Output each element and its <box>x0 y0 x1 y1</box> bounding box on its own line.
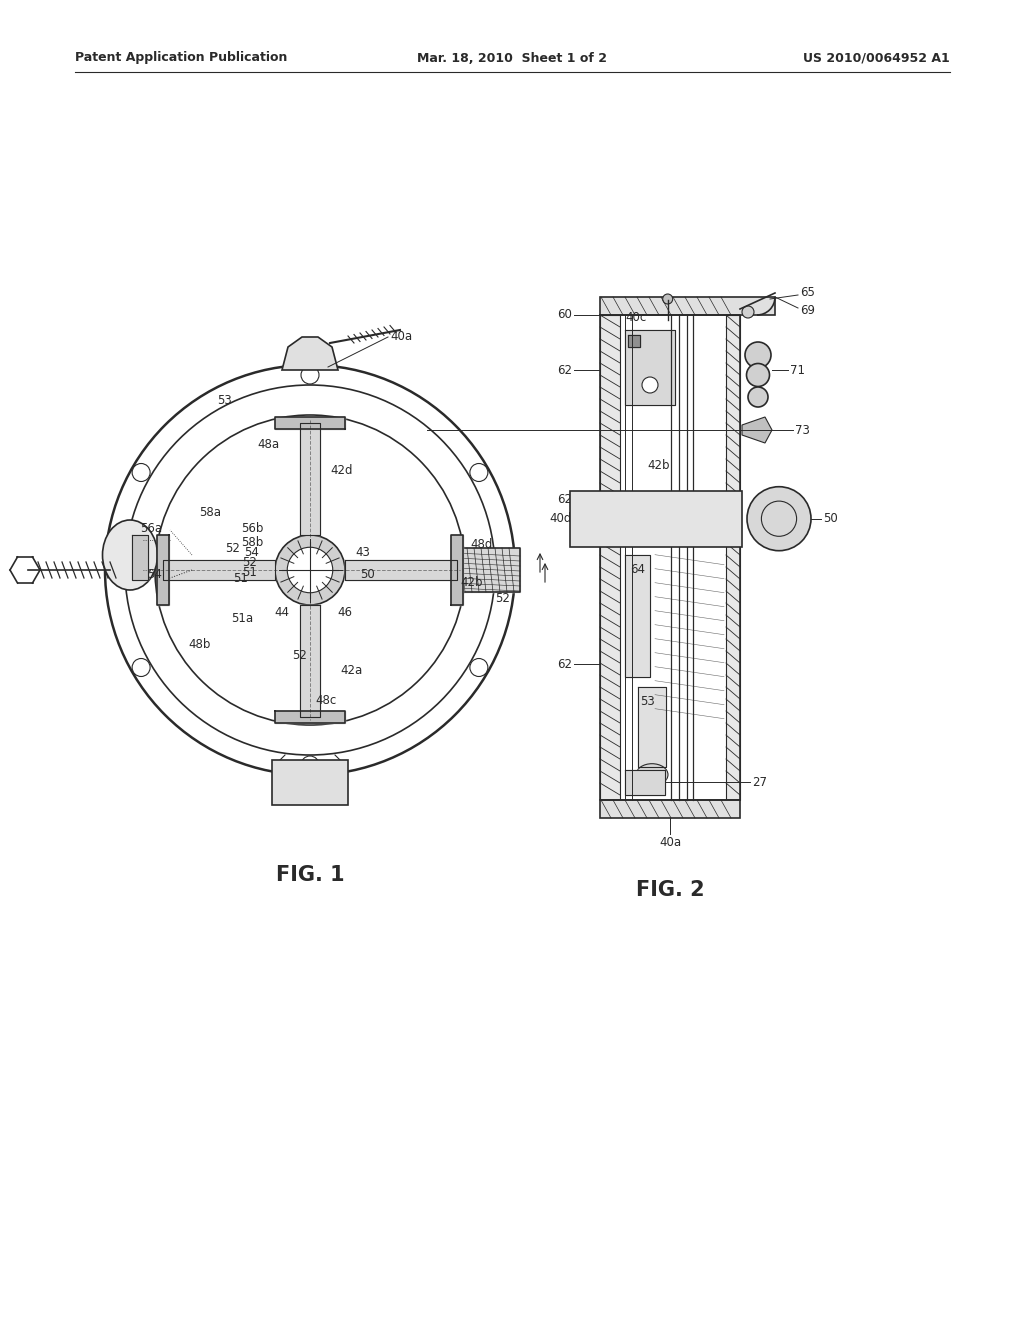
Circle shape <box>132 463 151 482</box>
Polygon shape <box>625 330 675 405</box>
Polygon shape <box>157 535 169 605</box>
Text: 46: 46 <box>338 606 352 619</box>
Circle shape <box>745 342 771 368</box>
Text: 65: 65 <box>800 286 815 300</box>
Ellipse shape <box>102 520 158 590</box>
Polygon shape <box>451 535 463 605</box>
Bar <box>726 315 740 800</box>
Text: 27: 27 <box>752 776 767 788</box>
Circle shape <box>275 535 345 605</box>
Text: 40c: 40c <box>325 787 346 800</box>
Text: 40d: 40d <box>550 512 572 525</box>
Text: 56a: 56a <box>140 521 162 535</box>
Polygon shape <box>625 554 650 677</box>
Text: US 2010/0064952 A1: US 2010/0064952 A1 <box>803 51 950 65</box>
Bar <box>600 800 740 818</box>
Text: 52: 52 <box>495 591 510 605</box>
Text: 64: 64 <box>630 564 645 577</box>
Ellipse shape <box>636 764 668 785</box>
Text: 48b: 48b <box>188 639 211 652</box>
Polygon shape <box>638 686 666 767</box>
Circle shape <box>742 306 754 318</box>
Polygon shape <box>742 417 772 444</box>
Text: 54: 54 <box>245 545 259 558</box>
Text: 62: 62 <box>557 492 572 506</box>
Text: 73: 73 <box>795 424 810 437</box>
Text: 40c: 40c <box>625 312 646 323</box>
Circle shape <box>642 378 658 393</box>
Circle shape <box>470 659 487 676</box>
Text: 42a: 42a <box>340 664 362 677</box>
Text: 71: 71 <box>790 363 805 376</box>
Polygon shape <box>275 711 345 723</box>
Text: 44: 44 <box>274 606 290 619</box>
Text: 42b: 42b <box>647 459 670 471</box>
Text: 50: 50 <box>360 569 375 582</box>
Text: 51a: 51a <box>231 611 253 624</box>
Polygon shape <box>625 770 665 795</box>
Text: 62: 62 <box>557 657 572 671</box>
Text: 48d: 48d <box>470 539 493 552</box>
Polygon shape <box>628 335 640 347</box>
Polygon shape <box>455 548 520 591</box>
Polygon shape <box>132 535 148 579</box>
Polygon shape <box>163 560 275 579</box>
Text: 40a: 40a <box>658 836 681 849</box>
Polygon shape <box>275 417 345 429</box>
Text: 52: 52 <box>243 556 257 569</box>
Text: 51: 51 <box>243 566 257 579</box>
Text: 43: 43 <box>355 545 370 558</box>
Text: Patent Application Publication: Patent Application Publication <box>75 51 288 65</box>
Text: 62: 62 <box>557 363 572 376</box>
Circle shape <box>301 756 319 774</box>
Text: 56b: 56b <box>241 521 263 535</box>
Polygon shape <box>300 605 319 717</box>
Text: 52: 52 <box>293 648 307 661</box>
Text: 58b: 58b <box>241 536 263 549</box>
Text: 58a: 58a <box>199 506 221 519</box>
Text: 48a: 48a <box>258 438 280 451</box>
Text: 53: 53 <box>217 393 232 407</box>
Polygon shape <box>282 337 338 370</box>
Text: Mar. 18, 2010  Sheet 1 of 2: Mar. 18, 2010 Sheet 1 of 2 <box>417 51 607 65</box>
Polygon shape <box>300 422 319 535</box>
Bar <box>600 297 775 315</box>
Text: FIG. 2: FIG. 2 <box>636 880 705 900</box>
Text: 51: 51 <box>233 572 248 585</box>
Polygon shape <box>345 560 457 579</box>
Circle shape <box>663 294 673 304</box>
Text: 48c: 48c <box>315 693 336 706</box>
Text: 54: 54 <box>147 569 162 582</box>
Text: 42d: 42d <box>330 463 352 477</box>
Circle shape <box>132 659 151 676</box>
Text: 42b: 42b <box>460 576 482 589</box>
Bar <box>600 315 620 800</box>
Text: FIG. 1: FIG. 1 <box>275 865 344 884</box>
Circle shape <box>288 548 333 593</box>
Text: 60: 60 <box>557 309 572 322</box>
Text: 50: 50 <box>823 512 838 525</box>
Text: 53: 53 <box>640 696 654 709</box>
Circle shape <box>301 366 319 384</box>
Circle shape <box>748 387 768 407</box>
Bar <box>570 491 742 546</box>
Text: 40a: 40a <box>390 330 412 343</box>
Circle shape <box>746 487 811 550</box>
Text: 52: 52 <box>225 541 240 554</box>
Circle shape <box>470 463 487 482</box>
Circle shape <box>746 363 769 387</box>
Text: 69: 69 <box>800 304 815 317</box>
Bar <box>272 760 348 805</box>
